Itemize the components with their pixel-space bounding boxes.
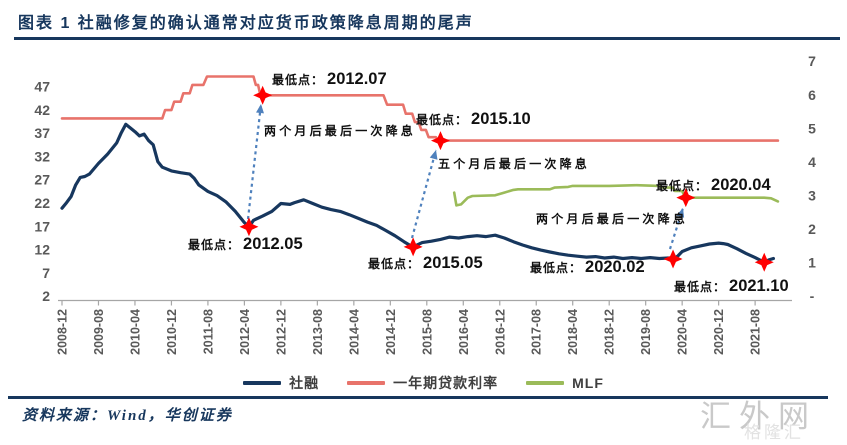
x-axis-label: 2008-12 — [56, 309, 70, 355]
x-axis-label: 2014-04 — [347, 309, 361, 355]
arrow-head-icon — [676, 208, 685, 218]
right-axis-label: 7 — [808, 53, 816, 69]
title-divider — [14, 37, 840, 40]
low-point-markers: 最低点： 2012.07 最低点： 2015.10 最低点： 2020.04 最低点： 201… — [188, 70, 789, 295]
arrow-head-icon — [429, 150, 438, 160]
x-axis-label: 2018-04 — [566, 309, 580, 355]
left-axis-label: 7 — [42, 265, 50, 281]
guide-arrows — [246, 103, 685, 250]
right-axis-label: 1 — [808, 255, 816, 271]
dashed-arrow — [410, 149, 438, 239]
watermark-text: 汇外网 — [700, 399, 817, 434]
low-point-label: 最低点： 2015.05 — [368, 254, 483, 272]
series-line-社融 — [60, 122, 776, 264]
x-axis-label: 2017-08 — [530, 309, 544, 355]
left-axis-label: 32 — [34, 148, 50, 164]
x-axis-label: 2014-12 — [384, 309, 398, 355]
low-point-label: 最低点： 2020.04 — [656, 176, 771, 194]
star-marker-icon — [754, 252, 774, 272]
left-axis-label: 42 — [34, 102, 50, 118]
right-axis-label: - — [810, 288, 815, 304]
series-line-MLF — [452, 183, 780, 207]
x-axis-label: 2012-04 — [238, 309, 252, 355]
right-axis-label: 3 — [808, 187, 816, 203]
x-axis-label: 2020-04 — [676, 309, 690, 355]
legend-label: MLF — [572, 375, 604, 391]
source-note: 资料来源：Wind，华创证券 — [22, 408, 233, 424]
legend-label: 社融 — [289, 375, 320, 391]
note-label: 两个月后最后一次降息 — [264, 123, 416, 138]
note-label: 五个月后最后一次降息 — [438, 156, 590, 171]
low-point-label: 最低点： 2012.07 — [272, 70, 387, 88]
left-axis-label: 2 — [42, 288, 50, 304]
left-axis-label: 37 — [34, 125, 50, 141]
x-axis-label: 2013-08 — [311, 309, 325, 355]
low-point-label: 最低点： 2021.10 — [674, 277, 789, 295]
low-point-label: 最低点： 2012.05 — [188, 235, 303, 253]
note-label: 两个月后最后一次降息 — [536, 211, 688, 226]
dashed-arrow — [668, 207, 685, 250]
left-axis-label: 27 — [34, 172, 50, 188]
x-axis-label: 2012-12 — [274, 309, 288, 355]
x-axis-label: 2018-12 — [603, 309, 617, 355]
x-axis-label: 2010-04 — [128, 309, 142, 355]
x-axis-label: 2020-12 — [712, 309, 726, 355]
right-axis-label: 4 — [808, 154, 816, 170]
star-marker-icon — [403, 237, 423, 257]
low-point-label: 最低点： 2020.02 — [530, 258, 645, 276]
chart-canvas: 2008-12 2009-08 2010-04 2010-12 2011-08 2012-… — [34, 53, 816, 355]
x-axis-label: 2010-12 — [165, 309, 179, 355]
x-axis-label: 2009-08 — [92, 309, 106, 355]
legend-label: 一年期贷款利率 — [393, 375, 499, 391]
right-axis-label: 2 — [808, 221, 816, 237]
chart-legend: 社融 一年期贷款利率 MLF — [0, 371, 847, 395]
low-point-label: 最低点： 2015.10 — [416, 110, 531, 128]
legend-swatch-icon — [243, 381, 282, 385]
left-axis-label: 17 — [34, 218, 50, 234]
right-y-axis: 7 6 5 4 3 2 1 - — [808, 53, 816, 304]
left-axis-label: 47 — [34, 79, 50, 95]
x-axis-label: 2011-08 — [201, 309, 215, 354]
left-y-axis: 47 42 37 32 27 22 17 12 7 2 — [34, 79, 50, 305]
legend-item-MLF: MLF — [526, 375, 604, 391]
series-line-一年期贷款利率 — [60, 75, 780, 142]
legend-swatch-icon — [347, 381, 386, 385]
legend-item-社融: 社融 — [243, 373, 319, 393]
x-axis-label: 2021-08 — [749, 309, 763, 355]
star-marker-icon — [663, 249, 683, 269]
left-axis-label: 22 — [34, 195, 50, 211]
star-marker-icon — [676, 188, 696, 208]
dashed-arrow — [246, 103, 263, 220]
x-axis-label: 2016-04 — [457, 309, 471, 355]
x-axis: 2008-12 2009-08 2010-04 2010-12 2011-08 2012-… — [56, 299, 792, 355]
right-axis-label: 5 — [808, 120, 816, 136]
x-axis-label: 2016-12 — [493, 309, 507, 355]
star-marker-icon — [253, 85, 273, 105]
arrow-head-icon — [256, 104, 264, 114]
left-axis-label: 12 — [34, 242, 50, 258]
x-axis-label: 2015-08 — [420, 309, 434, 355]
watermark-logo: 格隆汇 — [744, 423, 804, 442]
x-axis-label: 2019-08 — [639, 309, 653, 355]
legend-item-一年期贷款利率: 一年期贷款利率 — [347, 373, 498, 393]
legend-swatch-icon — [526, 381, 565, 385]
star-marker-icon — [430, 131, 450, 151]
page-title: 图表 1 社融修复的确认通常对应货币政策降息周期的尾声 — [18, 15, 474, 32]
footer-divider — [8, 396, 828, 399]
star-marker-icon — [239, 217, 259, 237]
right-axis-label: 6 — [808, 87, 816, 103]
